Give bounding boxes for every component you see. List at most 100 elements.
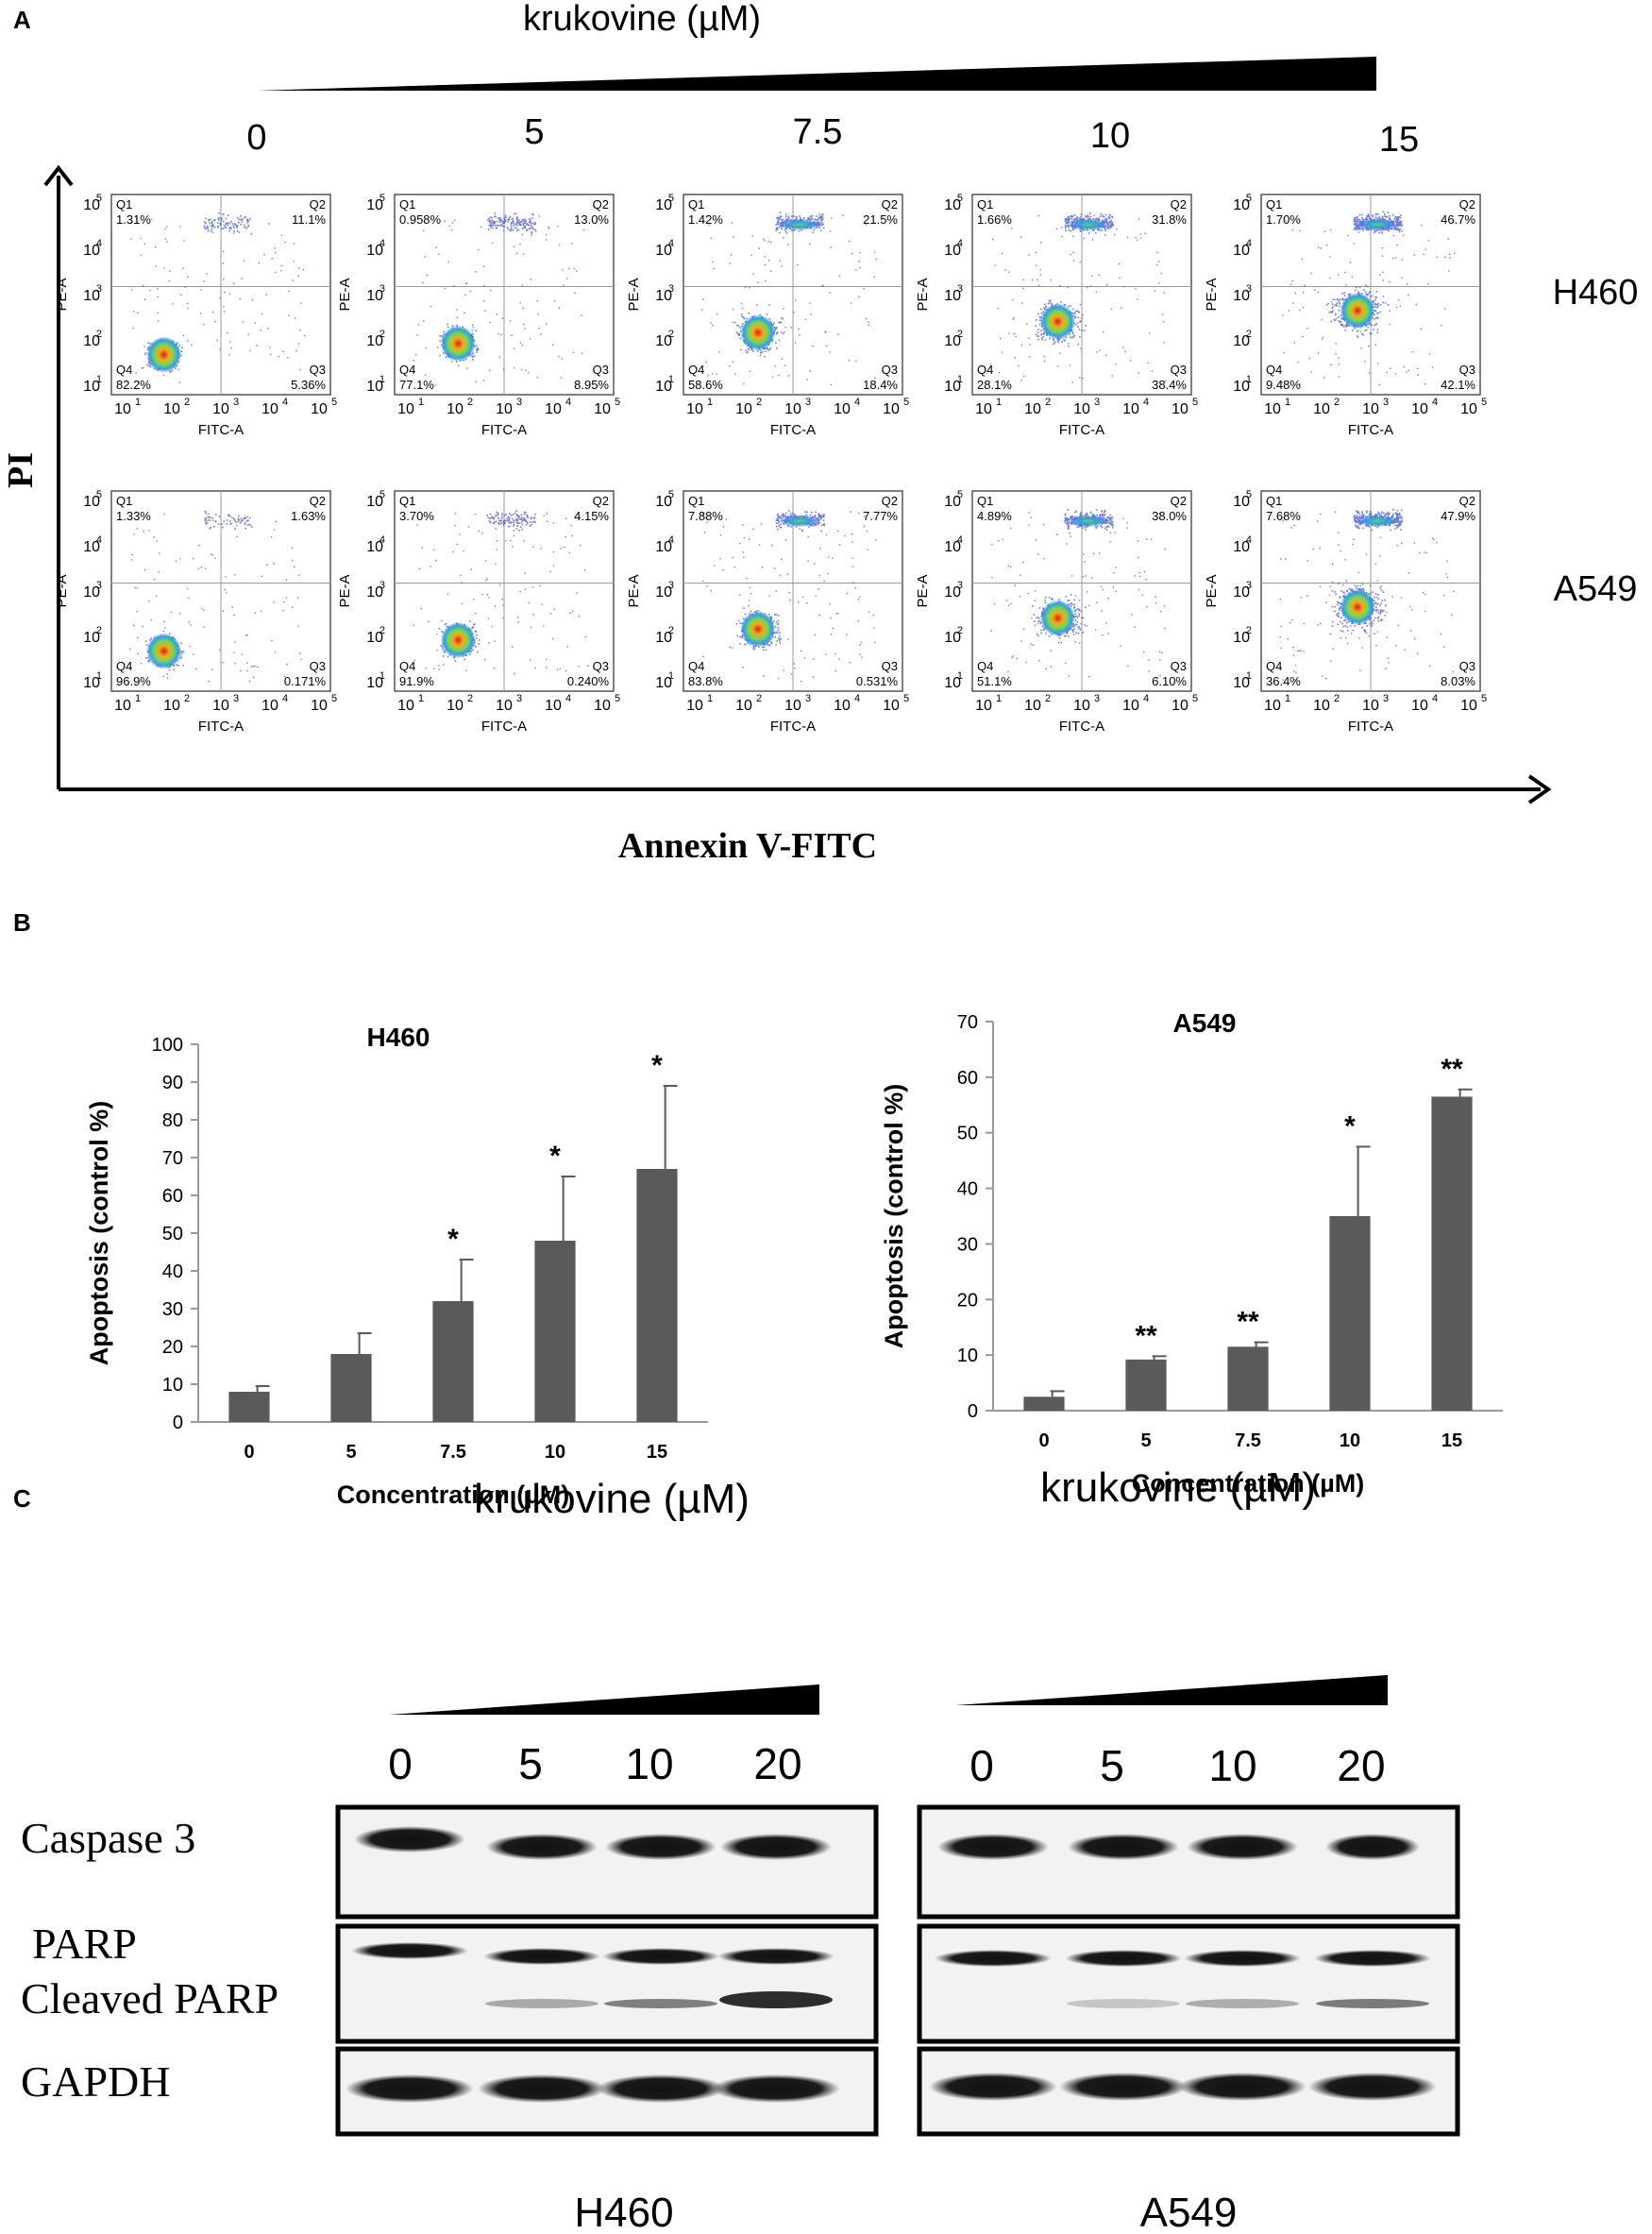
y-tick-label: 10 bbox=[83, 288, 100, 304]
y-tick-label: 10 bbox=[83, 539, 100, 555]
cell-line-label: A549 bbox=[1554, 569, 1638, 609]
quadrant-value: 51.1% bbox=[977, 674, 1012, 688]
y-tick-label: 10 bbox=[366, 197, 383, 213]
gapdh-band bbox=[1308, 2073, 1437, 2101]
cell-line-label: H460 bbox=[1553, 273, 1639, 313]
y-tick-label: 10 bbox=[655, 333, 672, 349]
gapdh-band bbox=[712, 2074, 840, 2103]
concentration-wedge bbox=[257, 57, 1376, 91]
quadrant-label: Q4 bbox=[688, 363, 704, 377]
x-tick-label: 10 bbox=[496, 698, 513, 714]
quadrant-label: Q3 bbox=[310, 659, 326, 673]
y-tick-label: 10 bbox=[366, 333, 383, 349]
caspase3-band bbox=[720, 1834, 832, 1860]
x-tick-exponent: 3 bbox=[805, 397, 811, 408]
bar bbox=[330, 1354, 372, 1422]
quadrant-value: 82.2% bbox=[116, 378, 151, 392]
y-tick-exponent: 4 bbox=[668, 238, 674, 249]
x-tick-label: 10 bbox=[1460, 698, 1477, 714]
panel-a: A krukovine (µM) 0 5 7.5 10 15 PI Annexin V-… bbox=[1, 0, 1638, 866]
quadrant-label: Q4 bbox=[116, 363, 132, 377]
y-tick-exponent: 3 bbox=[96, 283, 102, 295]
chart-title: H460 bbox=[367, 1023, 430, 1052]
quadrant-label: Q4 bbox=[399, 659, 415, 673]
quadrant-label: Q1 bbox=[399, 197, 415, 212]
x-tick-exponent: 2 bbox=[1045, 397, 1051, 408]
y-tick-exponent: 1 bbox=[1246, 374, 1252, 385]
quadrant-label: Q2 bbox=[1171, 494, 1187, 508]
x-tick-label: 10 bbox=[114, 698, 131, 714]
density-hotspot bbox=[1355, 218, 1400, 231]
blot-title: krukovine (µM) bbox=[474, 1476, 750, 1522]
y-tick-label: 10 bbox=[944, 379, 961, 395]
panel-a-title: krukovine (µM) bbox=[523, 0, 761, 39]
x-tick-label: 10 bbox=[212, 698, 229, 714]
x-tick-label: 10 bbox=[545, 1442, 565, 1463]
x-tick-exponent: 1 bbox=[135, 693, 141, 704]
caspase3-band bbox=[1068, 1834, 1179, 1860]
x-tick-label: 10 bbox=[834, 401, 851, 417]
caspase3-band bbox=[1325, 1834, 1420, 1860]
cleaved-parp-band bbox=[485, 1999, 598, 2008]
quadrant-label: Q2 bbox=[310, 197, 326, 212]
x-tick-label: 10 bbox=[1024, 401, 1041, 417]
x-tick-exponent: 1 bbox=[418, 397, 424, 408]
x-tick-exponent: 5 bbox=[903, 397, 909, 408]
significance-mark: * bbox=[651, 1050, 663, 1081]
x-tick-exponent: 3 bbox=[516, 693, 522, 704]
quadrant-label: Q1 bbox=[1266, 197, 1282, 212]
y-tick-exponent: 3 bbox=[379, 580, 385, 591]
cleaved-parp-band bbox=[1186, 1999, 1299, 2008]
significance-mark: * bbox=[549, 1141, 561, 1172]
lane-label: 20 bbox=[753, 1739, 801, 1788]
y-tick-label: 10 bbox=[83, 243, 100, 259]
x-tick-label: 5 bbox=[346, 1442, 356, 1463]
x-tick-label: 10 bbox=[212, 401, 229, 417]
quadrant-value: 96.9% bbox=[116, 674, 151, 688]
parp-band bbox=[935, 1950, 1052, 1967]
x-tick-exponent: 2 bbox=[1334, 693, 1340, 704]
y-tick-exponent: 1 bbox=[379, 670, 385, 682]
y-tick-exponent: 1 bbox=[668, 374, 674, 385]
y-tick-exponent: 3 bbox=[668, 283, 674, 295]
x-tick-label: 10 bbox=[545, 698, 562, 714]
concentration-label: 7.5 bbox=[793, 112, 843, 152]
quadrant-label: Q3 bbox=[1459, 363, 1475, 377]
x-tick-label: 10 bbox=[1122, 698, 1139, 714]
quadrant-label: Q2 bbox=[1171, 197, 1187, 212]
y-tick-label: 10 bbox=[944, 288, 961, 304]
y-tick-label: 10 bbox=[655, 539, 672, 555]
western-blots: krukovine (µM) 0 5 10 20 H460 krukovine (µM) 0 5… bbox=[21, 1464, 1460, 2234]
quadrant-value: 7.77% bbox=[863, 509, 898, 523]
y-tick-label: 50 bbox=[957, 1124, 978, 1144]
x-tick-exponent: 1 bbox=[1285, 397, 1290, 408]
x-tick-exponent: 1 bbox=[707, 397, 713, 408]
gapdh-band bbox=[929, 2073, 1057, 2101]
quadrant-label: Q3 bbox=[882, 363, 898, 377]
y-tick-exponent: 4 bbox=[957, 238, 963, 249]
y-tick-label: 10 bbox=[944, 243, 961, 259]
x-tick-exponent: 3 bbox=[516, 397, 522, 408]
quadrant-value: 9.48% bbox=[1266, 378, 1301, 392]
cleaved-parp-band bbox=[604, 1999, 717, 2008]
plot-ylabel: PE-A bbox=[626, 574, 642, 607]
x-tick-label: 10 bbox=[1172, 401, 1188, 417]
quadrant-label: Q1 bbox=[1266, 494, 1282, 508]
density-hotspot bbox=[1066, 515, 1111, 528]
blot-frame bbox=[917, 1804, 1460, 1920]
cleaved-parp-band bbox=[719, 1991, 833, 2008]
y-axis-label: Apoptosis (control %) bbox=[85, 1101, 113, 1365]
concentration-labels: 0 5 7.5 10 15 bbox=[246, 112, 1419, 160]
y-tick-label: 10 bbox=[83, 197, 100, 213]
y-tick-label: 10 bbox=[944, 494, 961, 510]
quadrant-value: 1.66% bbox=[977, 212, 1012, 227]
bar-chart-a549: A549 0 10 20 30 40 50 60 70 0 5 ** 7.5 ** 10 * 15 ** Conce… bbox=[880, 1008, 1503, 1498]
x-axis-label: Concentration (µM) bbox=[337, 1481, 570, 1509]
y-tick-exponent: 1 bbox=[957, 374, 963, 385]
y-tick-label: 10 bbox=[944, 675, 961, 691]
y-tick-exponent: 1 bbox=[1246, 670, 1252, 682]
y-tick-label: 10 bbox=[1233, 584, 1250, 601]
quadrant-value: 36.4% bbox=[1266, 674, 1301, 688]
panel-b-label: B bbox=[13, 908, 31, 937]
